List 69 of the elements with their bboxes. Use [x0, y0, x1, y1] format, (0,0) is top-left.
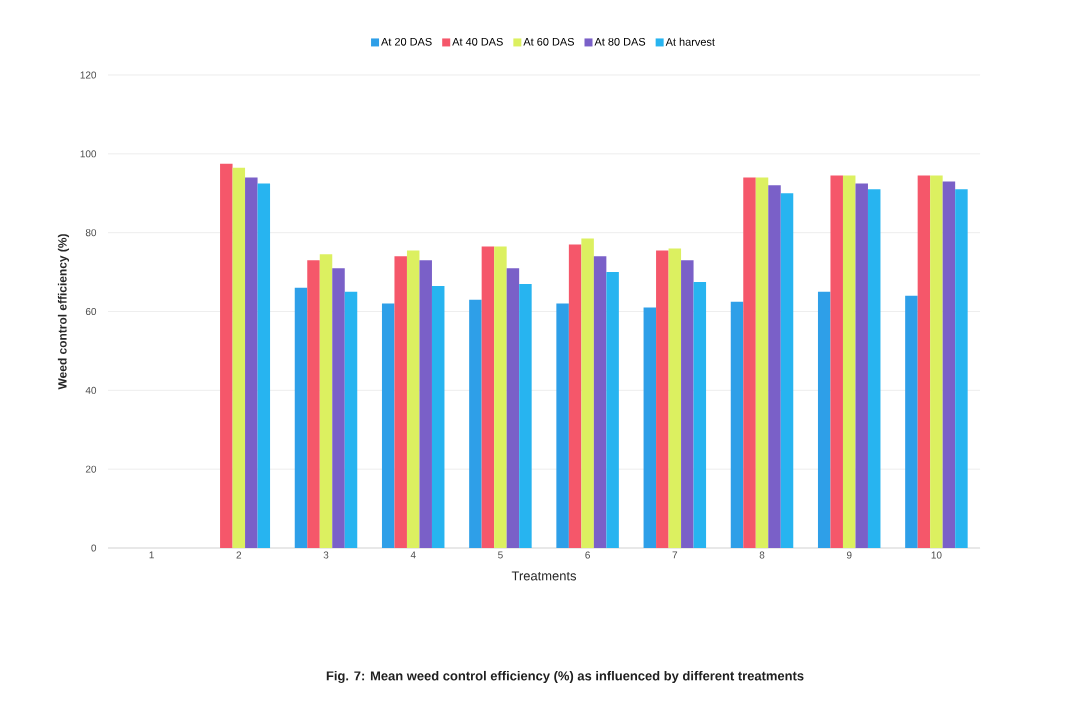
bar [730, 301, 744, 548]
bar [656, 250, 669, 548]
legend-label: At 60 DAS [523, 37, 574, 46]
x-tick-label: 4 [410, 551, 416, 559]
bar [643, 307, 657, 548]
bar [743, 177, 756, 548]
x-tick-label: 9 [846, 551, 852, 559]
bar [842, 175, 856, 548]
bar [942, 181, 956, 548]
bar [606, 272, 619, 548]
bar [768, 185, 781, 548]
bar [780, 193, 794, 548]
x-axis-title: Treatments [511, 571, 577, 581]
bar [668, 248, 682, 548]
y-axis-title: Weed control efficiency (%) [57, 234, 70, 390]
x-tick-label: 10 [931, 551, 942, 559]
bar [319, 254, 333, 548]
bar [519, 283, 532, 548]
y-tick-label: 60 [85, 307, 97, 316]
y-tick-label: 20 [85, 465, 97, 473]
legend-label: At 80 DAS [594, 37, 646, 46]
bar [394, 256, 407, 548]
bar [431, 285, 445, 548]
bar [917, 175, 931, 548]
bar [930, 175, 943, 548]
bar [817, 291, 831, 548]
text: Fig. 7: Mean weed control efficiency (%) as influenced by different treatments [326, 670, 804, 684]
x-tick-label: 1 [149, 551, 154, 559]
legend-label: At harvest [665, 37, 715, 46]
y-tick-label: 120 [80, 71, 97, 79]
bar [307, 260, 320, 548]
bar [245, 177, 258, 548]
x-tick-label: 8 [759, 551, 765, 559]
bar [257, 183, 271, 548]
y-tick-label: 80 [85, 229, 97, 237]
y-tick-label: 100 [80, 150, 97, 158]
bar [830, 175, 843, 548]
bar [419, 260, 432, 548]
bar [294, 287, 308, 548]
bar [867, 189, 881, 548]
bar [220, 163, 233, 548]
bar [232, 167, 246, 548]
x-tick-label: 2 [236, 551, 242, 559]
x-tick-label: 5 [498, 551, 503, 559]
bar [568, 244, 582, 548]
x-tick-label: 7 [672, 551, 678, 559]
bar [955, 189, 968, 548]
bar [506, 268, 520, 548]
y-tick-label: 0 [91, 544, 97, 552]
bar [469, 299, 482, 548]
bar [681, 260, 694, 548]
x-tick-label: 3 [323, 551, 329, 559]
bar [593, 256, 607, 548]
bar [693, 281, 707, 548]
bar [855, 183, 868, 548]
bar [556, 303, 569, 548]
bar [381, 303, 395, 548]
bar [344, 291, 358, 548]
legend-label: At 20 DAS [381, 37, 432, 46]
bar [481, 246, 495, 548]
x-tick-label: 6 [585, 551, 590, 559]
bar [905, 295, 918, 548]
y-tick-label: 40 [85, 386, 97, 394]
bar [581, 238, 594, 548]
bar [406, 250, 420, 548]
legend-label: At 40 DAS [452, 37, 503, 46]
bar [332, 268, 345, 548]
bar [755, 177, 769, 548]
bar [494, 246, 507, 548]
